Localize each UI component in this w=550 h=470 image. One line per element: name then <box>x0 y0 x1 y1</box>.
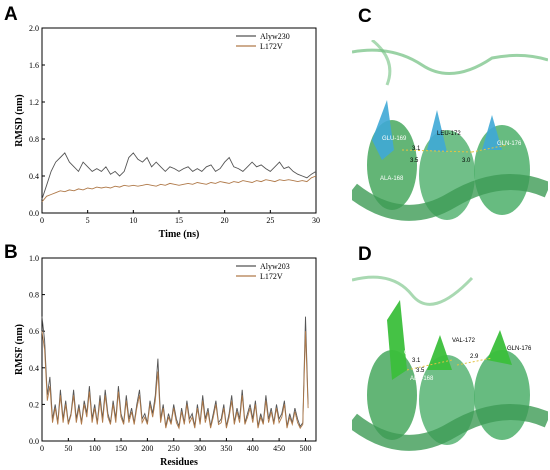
residue-label-c-3: GLN-176 <box>497 141 522 147</box>
distance-label-c-3: 3.0 <box>462 158 471 164</box>
residue-label-c-4: ALA-168 <box>380 176 404 182</box>
x-tick-label: 25 <box>266 216 274 225</box>
panel-letter-c: C <box>358 6 372 27</box>
structure-panel-c: GLU-169 LEU-172 GLN-176 ALA-168 3.1 3.5 … <box>352 40 548 240</box>
series-line-2 <box>41 175 317 203</box>
distance-label-d-1: 3.1 <box>412 358 421 364</box>
y-tick-label: 2.0 <box>29 24 39 33</box>
residue-label-d-3: GLN-176 <box>507 346 532 352</box>
panel-letter-d: D <box>358 244 372 265</box>
x-tick-label: 0 <box>40 444 44 453</box>
distance-label-c-1: 3.1 <box>412 146 421 152</box>
x-tick-label: 30 <box>312 216 320 225</box>
y-tick-label: 0.2 <box>29 400 39 409</box>
y-tick-label: 0.8 <box>29 135 39 144</box>
series-line-1 <box>41 152 317 200</box>
structure-d-image: GLU-169 VAL-172 GLN-176 ALA-168 3.1 3.5 … <box>352 275 548 451</box>
legend-label-2: L172V <box>260 272 283 281</box>
x-tick-label: 400 <box>247 444 259 453</box>
plot-frame <box>41 257 317 442</box>
y-tick-label: 0.4 <box>29 364 39 373</box>
y-tick-label: 1.0 <box>29 254 39 263</box>
residue-label-d-1: GLU-169 <box>404 350 429 356</box>
residue-label-d-2: VAL-172 <box>452 338 476 344</box>
structure-c-image: GLU-169 LEU-172 GLN-176 ALA-168 3.1 3.5 … <box>352 40 548 221</box>
x-tick-label: 300 <box>194 444 206 453</box>
residue-label-d-4: ALA-168 <box>410 376 434 382</box>
x-tick-label: 50 <box>64 444 72 453</box>
distance-label-c-2: 3.5 <box>410 158 419 164</box>
panel-letter-b: B <box>4 242 18 263</box>
rmsf-chart: 0 50 100 150 200 250 300 350 400 450 500 0.0 0.2 0.4 0… <box>14 254 317 468</box>
x-tick-label: 5 <box>86 216 90 225</box>
legend-label-2: L172V <box>260 42 283 51</box>
x-axis-title: Time (ns) <box>159 229 200 240</box>
rmsd-chart: 0 5 10 15 20 25 30 0.0 0.4 0.8 1.2 1.6 2.0 Time (ns) R… <box>14 24 320 240</box>
x-tick-label: 350 <box>220 444 232 453</box>
x-tick-label: 450 <box>273 444 285 453</box>
y-tick-label: 0.4 <box>29 172 39 181</box>
x-tick-label: 250 <box>168 444 180 453</box>
y-tick-label: 0.6 <box>29 327 39 336</box>
x-axis-title: Residues <box>160 457 198 468</box>
legend-label-1: Alyw203 <box>260 262 290 271</box>
x-tick-label: 200 <box>141 444 153 453</box>
x-tick-label: 150 <box>115 444 127 453</box>
x-tick-label: 100 <box>89 444 101 453</box>
x-tick-label: 20 <box>221 216 229 225</box>
series-line-1 <box>41 316 309 428</box>
y-axis-title: RMSD (nm) <box>14 94 25 147</box>
x-tick-label: 10 <box>129 216 137 225</box>
y-tick-label: 1.6 <box>29 61 39 70</box>
y-tick-label: 0.0 <box>29 437 39 446</box>
x-tick-label: 15 <box>175 216 183 225</box>
y-tick-label: 0.8 <box>29 291 39 300</box>
y-tick-label: 0.0 <box>29 209 39 218</box>
distance-label-d-2: 3.5 <box>416 368 425 374</box>
distance-label-d-3: 2.9 <box>470 354 479 360</box>
x-tick-label: 500 <box>299 444 311 453</box>
series-line-2 <box>41 331 309 430</box>
residue-label-c-1: GLU-169 <box>382 136 407 142</box>
y-axis-title: RMSF (nm) <box>14 324 25 375</box>
panel-letter-a: A <box>4 4 18 25</box>
residue-label-c-2: LEU-172 <box>437 131 461 137</box>
structure-panel-d: GLU-169 VAL-172 GLN-176 ALA-168 3.1 3.5 … <box>352 270 548 466</box>
legend-label-1: Alyw230 <box>260 32 290 41</box>
x-tick-label: 0 <box>40 216 44 225</box>
y-tick-label: 1.2 <box>29 98 39 107</box>
